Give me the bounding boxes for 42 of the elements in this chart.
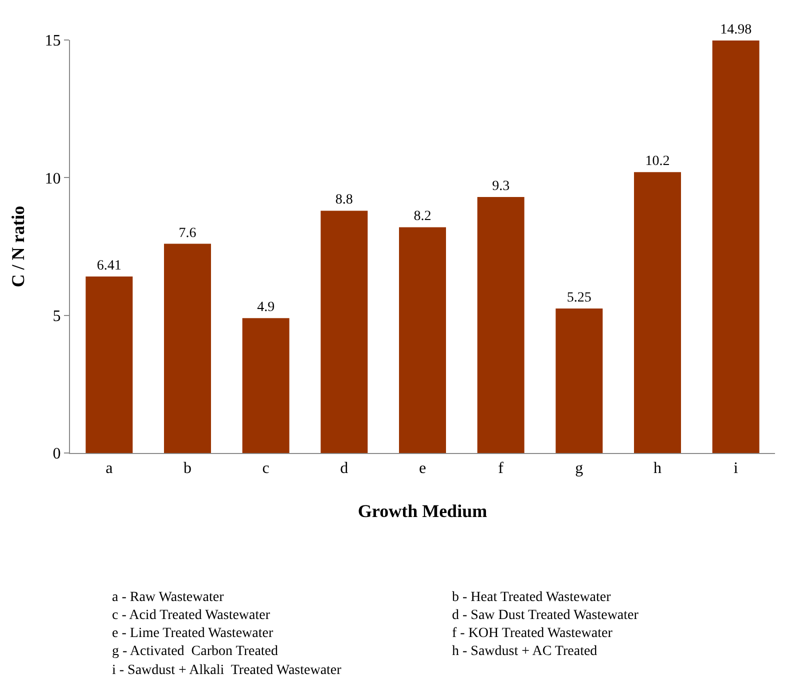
bar xyxy=(242,318,290,453)
y-axis-title: C / N ratio xyxy=(8,206,28,288)
x-tick-label: a xyxy=(106,460,113,478)
bar xyxy=(556,308,603,453)
data-label: 8.8 xyxy=(335,192,353,208)
x-tick-label: c xyxy=(262,460,270,478)
data-label: 6.41 xyxy=(96,258,122,274)
bar xyxy=(164,244,211,453)
y-tick-label: 5 xyxy=(52,308,61,325)
bar xyxy=(634,172,681,453)
data-label: 7.6 xyxy=(178,226,196,241)
data-label: 5.25 xyxy=(566,290,592,306)
x-tick-label: f xyxy=(498,460,504,478)
text: g - Activated Carbon Treated xyxy=(112,644,278,659)
x-tick-label: d xyxy=(340,460,348,478)
text: c - Acid Treated Wastewater xyxy=(112,608,270,623)
x-tick-label: i xyxy=(734,460,739,478)
text: d - Saw Dust Treated Wastewater xyxy=(452,608,639,623)
x-axis-title: Growth Medium xyxy=(358,501,488,521)
text: b - Heat Treated Wastewater xyxy=(452,590,612,605)
bar xyxy=(320,210,368,453)
text: e - Lime Treated Wastewater xyxy=(112,626,274,641)
x-tick-label: e xyxy=(418,460,426,478)
data-label: 4.9 xyxy=(257,300,275,316)
text: h - Sawdust + AC Treated xyxy=(452,644,598,659)
bar xyxy=(477,196,524,453)
x-tick-label: b xyxy=(184,460,192,478)
bar xyxy=(712,40,760,453)
data-label: 9.3 xyxy=(492,178,510,194)
y-tick-label: 0 xyxy=(52,446,61,463)
bar xyxy=(86,276,133,453)
x-tick-label: h xyxy=(654,460,662,478)
text: f - KOH Treated Wastewater xyxy=(452,626,613,641)
data-label: 8.2 xyxy=(414,209,432,224)
y-tick-label: 10 xyxy=(44,170,61,188)
text: i - Sawdust + Alkali Treated Wastewater xyxy=(112,663,342,678)
data-label: 14.98 xyxy=(720,22,752,38)
data-label: 10.2 xyxy=(645,154,670,170)
y-tick-label: 15 xyxy=(44,32,61,50)
bar xyxy=(399,227,446,453)
x-tick-label: g xyxy=(575,460,584,478)
text: a - Raw Wastewater xyxy=(112,590,224,605)
